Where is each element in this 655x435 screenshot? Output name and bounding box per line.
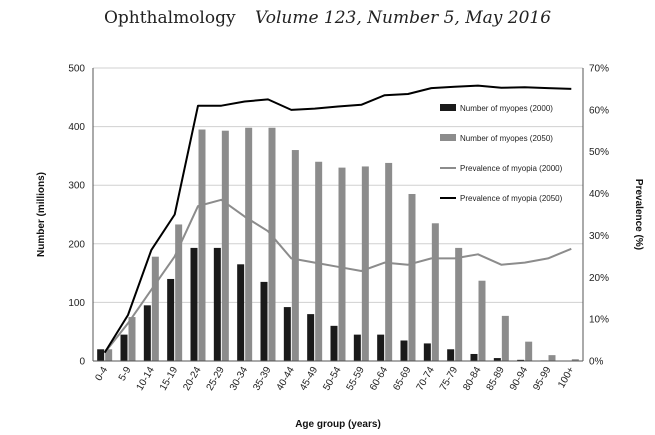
x-tick-label: 20-24 xyxy=(181,365,204,393)
bar-myopes-2000 xyxy=(143,305,151,361)
y2-tick-label: 70% xyxy=(589,64,609,75)
bar-myopes-2050 xyxy=(128,317,136,361)
x-tick-label: 75-79 xyxy=(438,365,461,393)
y2-tick-label: 0% xyxy=(589,357,604,368)
bar-myopes-2000 xyxy=(120,334,128,361)
y-tick-label: 300 xyxy=(68,181,85,192)
legend-swatch-myopes-2000 xyxy=(440,104,456,111)
bar-myopes-2050 xyxy=(478,280,486,361)
bar-myopes-2050 xyxy=(338,167,346,361)
bar-myopes-2000 xyxy=(470,353,478,361)
y-tick-label: 100 xyxy=(68,298,85,309)
bar-myopes-2050 xyxy=(105,349,113,361)
bar-myopes-2000 xyxy=(447,349,455,361)
bar-myopes-2000 xyxy=(283,307,291,361)
gridlines xyxy=(93,67,583,303)
journal-volume: Volume 123, Number 5, May 2016 xyxy=(255,8,552,28)
axes xyxy=(92,68,584,362)
legend-label: Number of myopes (2050) xyxy=(460,134,553,143)
y-tick-label: 400 xyxy=(68,122,85,133)
y2-tick-label: 30% xyxy=(589,231,609,242)
x-tick-label: 25-29 xyxy=(205,365,228,393)
bars xyxy=(97,127,579,361)
legend-label: Number of myopes (2000) xyxy=(460,104,553,113)
x-tick-label: 0-4 xyxy=(94,365,111,383)
y2-tick-label: 40% xyxy=(589,189,609,200)
bar-myopes-2050 xyxy=(291,150,299,361)
legend-label: Prevalence of myopia (2000) xyxy=(460,164,563,173)
prevalence-lines xyxy=(103,84,572,354)
bar-myopes-2000 xyxy=(330,325,338,361)
y2-tick-label: 60% xyxy=(589,105,609,116)
x-tick-label: 60-64 xyxy=(368,365,391,393)
journal-header: Ophthalmology Volume 123, Number 5, May … xyxy=(0,8,655,28)
x-tick-label: 65-69 xyxy=(391,365,414,393)
bar-myopes-2050 xyxy=(455,247,463,361)
x-tick-label: 5-9 xyxy=(117,365,134,383)
x-axis-title: Age group (years) xyxy=(295,419,381,430)
bar-myopes-2000 xyxy=(423,343,431,361)
bar-myopes-2050 xyxy=(361,166,369,361)
bar-myopes-2000 xyxy=(400,340,408,361)
x-tick-label: 40-44 xyxy=(275,365,298,393)
x-axis-ticks: 0-4 5-9 10-14 15-19 20-24 25-29 30-34 35-39 40-4… xyxy=(94,365,577,393)
x-tick-label: 50-54 xyxy=(321,365,344,393)
legend-label: Prevalence of myopia (2050) xyxy=(460,194,563,203)
bar-myopes-2050 xyxy=(525,341,533,361)
x-tick-label: 80-84 xyxy=(461,365,484,393)
right-axis-ticks: 0% 10% 20% 30% 40% 50% 60% 70% xyxy=(589,64,609,368)
bar-myopes-2050 xyxy=(151,256,159,361)
bar-myopes-2000 xyxy=(167,278,175,361)
bar-myopes-2050 xyxy=(175,224,183,361)
bar-myopes-2050 xyxy=(571,359,579,361)
y2-tick-label: 20% xyxy=(589,273,609,284)
bar-myopes-2050 xyxy=(501,315,509,361)
y-tick-label: 0 xyxy=(79,357,85,368)
bar-myopes-2000 xyxy=(260,281,268,361)
x-tick-label: 90-94 xyxy=(508,365,531,393)
x-tick-label: 10-14 xyxy=(135,365,158,393)
legend: Number of myopes (2000) Number of myopes … xyxy=(440,104,563,203)
y2-tick-label: 50% xyxy=(589,147,609,158)
bar-myopes-2050 xyxy=(268,127,276,361)
bar-myopes-2000 xyxy=(377,334,385,361)
x-tick-label: 35-39 xyxy=(251,365,274,393)
bar-myopes-2000 xyxy=(307,314,315,361)
bar-myopes-2050 xyxy=(221,130,229,361)
bar-myopes-2000 xyxy=(493,358,501,361)
bar-myopes-2050 xyxy=(315,161,323,361)
x-tick-label: 30-34 xyxy=(228,365,251,393)
bar-myopes-2050 xyxy=(548,355,556,361)
bar-myopes-2000 xyxy=(353,334,361,361)
bar-myopes-2050 xyxy=(198,129,206,361)
bar-myopes-2000 xyxy=(213,247,221,361)
line-prevalence-2000 xyxy=(103,198,572,354)
bar-myopes-2000 xyxy=(517,359,525,361)
y-tick-label: 500 xyxy=(68,64,85,75)
x-tick-label: 95-99 xyxy=(531,365,554,393)
bar-myopes-2000 xyxy=(97,349,105,361)
bar-myopes-2050 xyxy=(408,193,416,361)
x-tick-label: 70-74 xyxy=(415,365,438,393)
bar-myopes-2050 xyxy=(431,223,439,361)
bar-myopes-2000 xyxy=(190,247,198,361)
bar-myopes-2050 xyxy=(245,127,253,361)
journal-name: Ophthalmology xyxy=(103,8,236,28)
line-prevalence-2050 xyxy=(103,84,572,354)
y2-axis-title: Prevalence (%) xyxy=(633,179,644,250)
y-tick-label: 200 xyxy=(68,239,85,250)
x-tick-label: 85-89 xyxy=(485,365,508,393)
bar-myopes-2000 xyxy=(237,264,245,361)
x-tick-label: 45-49 xyxy=(298,365,321,393)
x-tick-label: 100+ xyxy=(556,365,577,390)
legend-swatch-myopes-2050 xyxy=(440,134,456,141)
y-axis-title: Number (millions) xyxy=(36,172,47,257)
x-tick-label: 15-19 xyxy=(158,365,181,393)
y2-tick-label: 10% xyxy=(589,315,609,326)
x-tick-label: 55-59 xyxy=(345,365,368,393)
left-axis-ticks: 0 100 200 300 400 500 xyxy=(68,64,85,368)
